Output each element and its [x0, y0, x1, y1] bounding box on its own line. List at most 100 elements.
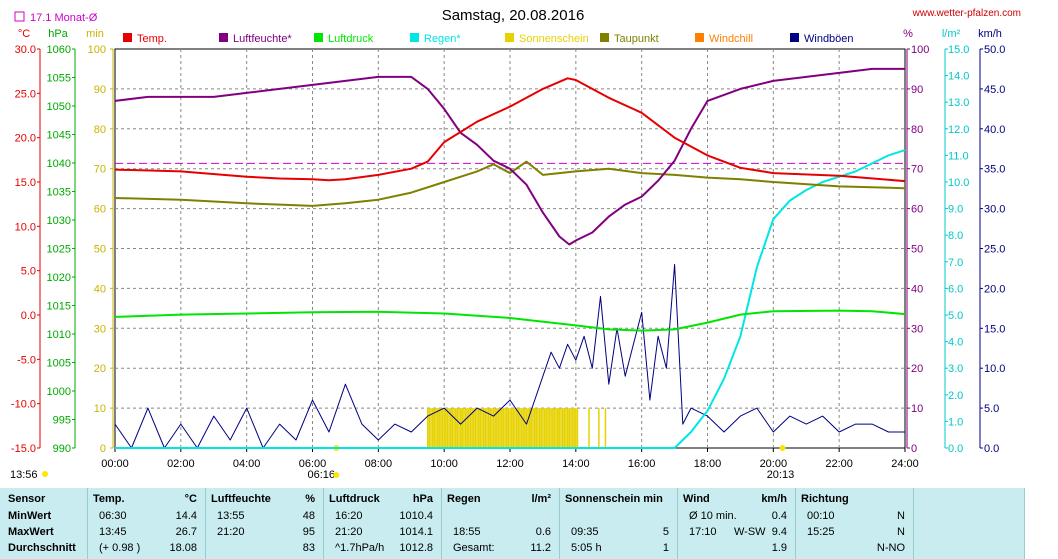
axis-hum-tick-label: 40 — [911, 283, 923, 295]
unit-temp: °C — [18, 28, 30, 40]
legend-swatch — [314, 33, 323, 42]
axis-sun-tick-label: 50 — [94, 244, 106, 256]
table-value-temp: 14.4 — [175, 510, 197, 522]
axis-sun-tick-label: 70 — [94, 164, 106, 176]
legend-swatch — [123, 33, 132, 42]
table-header-dir: Richtung — [801, 493, 849, 505]
table-value-wind: 0.4 — [771, 510, 787, 522]
axis-press-tick-label: 1005 — [47, 358, 71, 370]
table-value-press: 1012.8 — [399, 542, 433, 554]
table-column — [205, 488, 324, 559]
axis-rain-tick-label: 10.0 — [948, 177, 969, 189]
sun-icon — [333, 472, 340, 478]
axis-rain-tick-label: 13.0 — [948, 97, 969, 109]
axis-sun-tick-label: 90 — [94, 84, 106, 96]
table-header-wind: Wind — [683, 493, 710, 505]
stats-table: Sensor MinWert MaxWert Durchschnitt Temp. °C 0… — [0, 488, 1025, 559]
axis-sun-tick-label: 100 — [88, 44, 106, 56]
series-line-windben — [114, 264, 905, 449]
legend-label: Taupunkt — [614, 33, 659, 45]
unit-wind: km/h — [978, 28, 1002, 40]
table-row-label: MinWert — [8, 510, 52, 522]
axis-temp-tick-label: 30.0 — [15, 44, 36, 56]
site-url: www.wetter-pfalzen.com — [912, 8, 1021, 19]
monat-avg-label: 17.1 Monat-Ø — [30, 12, 98, 24]
table-value-wind: 1.9 — [771, 542, 787, 554]
table-row-label: MaxWert — [8, 526, 54, 538]
axis-sun-tick-label: 60 — [94, 204, 106, 216]
legend-label: Regen* — [424, 33, 461, 45]
table-header-press: Luftdruck — [329, 493, 380, 505]
table-time-rain: 18:55 — [453, 526, 481, 538]
table-column — [441, 488, 560, 559]
axis-hum-tick-label: 30 — [911, 323, 923, 335]
time-label: 20:00 — [760, 458, 788, 470]
table-time-hum: 21:20 — [217, 526, 245, 538]
weather-chart: Samstag, 20.08.2016 www.wetter-pfalzen.co… — [10, 7, 1021, 481]
time-label: 06:00 — [299, 458, 327, 470]
legend-swatch — [410, 33, 419, 42]
sunrise-label: 06:16 — [308, 469, 336, 481]
axis-press-tick-label: 990 — [53, 443, 71, 455]
table-time-press: ^1.7hPa/h — [335, 542, 385, 554]
legend-swatch — [695, 33, 704, 42]
table-unit-temp: °C — [184, 493, 197, 505]
axis-rain-tick-label: 0.0 — [948, 443, 963, 455]
time-label: 00:00 — [101, 458, 129, 470]
table-column — [913, 488, 1025, 559]
time-label: 08:00 — [365, 458, 393, 470]
table-value-press: 1014.1 — [399, 526, 433, 538]
axis-wind-tick-label: 40.0 — [984, 124, 1005, 136]
axis-press-tick-label: 1035 — [47, 187, 71, 199]
table-value-hum: 48 — [302, 510, 315, 522]
axis-press-tick-label: 1050 — [47, 101, 71, 113]
table-header-sun: Sonnenschein min — [565, 493, 663, 505]
time-now-icon — [42, 471, 48, 477]
axis-temp-tick-label: 25.0 — [15, 88, 36, 100]
legend-label: Windchill — [709, 33, 753, 45]
legend-label: Luftfeuchte* — [233, 33, 292, 45]
axis-temp-tick-label: 20.0 — [15, 133, 36, 145]
table-time-temp: (+ 0.98 ) — [99, 542, 141, 554]
monat-marker-icon — [14, 11, 25, 22]
axis-press-tick-label: 995 — [53, 415, 71, 427]
table-value-sun: 1 — [662, 542, 669, 554]
table-unit-rain: l/m² — [531, 493, 551, 505]
table-time-hum: 13:55 — [217, 510, 245, 522]
table-time-dir: 15:25 — [807, 526, 835, 538]
axis-hum-tick-label: 60 — [911, 204, 923, 216]
table-time-press: 16:20 — [335, 510, 363, 522]
axis-rain-tick-label: 4.0 — [948, 337, 963, 349]
table-time-dir: 00:10 — [807, 510, 835, 522]
axis-wind-tick-label: 25.0 — [984, 244, 1005, 256]
legend-label: Windböen — [804, 33, 854, 45]
axis-sun-tick-label: 30 — [94, 323, 106, 335]
axis-hum-tick-label: 0 — [911, 443, 917, 455]
table-unit-hum: % — [305, 493, 315, 505]
axis-press-tick-label: 1040 — [47, 158, 71, 170]
axis-hum-tick-label: 80 — [911, 124, 923, 136]
time-label: 18:00 — [694, 458, 722, 470]
legend-swatch — [790, 33, 799, 42]
axis-hum-tick-label: 50 — [911, 244, 923, 256]
table-time-press: 21:20 — [335, 526, 363, 538]
axis-rain-tick-label: 7.0 — [948, 257, 963, 269]
axis-rain-tick-label: 1.0 — [948, 416, 963, 428]
table-column — [87, 488, 206, 559]
axis-temp-tick-label: -5.0 — [17, 354, 36, 366]
table-value-wind: 9.4 — [771, 526, 787, 538]
axis-wind-tick-label: 5.0 — [984, 403, 999, 415]
legend-label: Sonnenschein — [519, 33, 589, 45]
table-time-wind: Ø 10 min. — [689, 510, 737, 522]
time-label: 04:00 — [233, 458, 261, 470]
legend-label: Luftdruck — [328, 33, 374, 45]
series-line-temp — [114, 77, 906, 183]
axis-sun-tick-label: 20 — [94, 363, 106, 375]
sunset-label: 20:13 — [767, 469, 795, 481]
axis-wind-tick-label: 20.0 — [984, 283, 1005, 295]
table-value-rain: 11.2 — [530, 542, 551, 554]
axis-wind-tick-label: 10.0 — [984, 363, 1005, 375]
axis-rain-tick-label: 14.0 — [948, 71, 969, 83]
axis-temp-tick-label: -10.0 — [11, 399, 36, 411]
table-column — [0, 488, 88, 559]
